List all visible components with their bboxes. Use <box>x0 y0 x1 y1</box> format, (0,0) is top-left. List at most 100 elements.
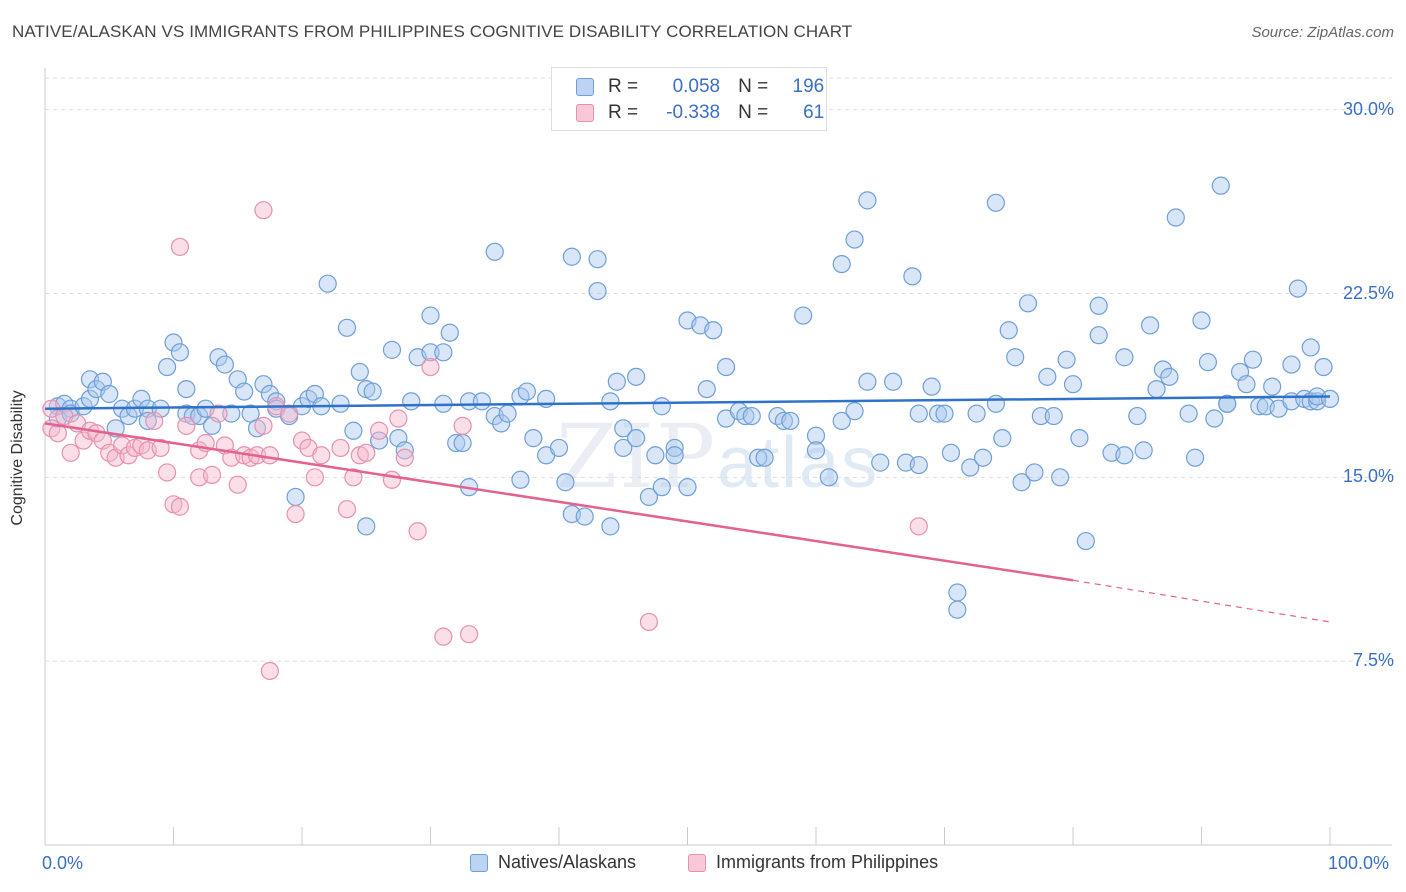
natives-point <box>434 343 453 362</box>
natives-point <box>157 357 177 377</box>
natives-point <box>1153 360 1173 379</box>
natives-point <box>1070 429 1089 448</box>
natives-point <box>819 468 838 487</box>
r-label: R = <box>608 102 639 123</box>
natives-point <box>1051 468 1070 487</box>
natives-point <box>961 458 980 477</box>
philippines-point <box>337 500 357 519</box>
natives-point <box>498 404 517 423</box>
natives-point <box>794 306 813 325</box>
natives-point <box>858 372 877 391</box>
natives-point <box>883 372 903 391</box>
n-label: N = <box>738 76 769 97</box>
natives-point <box>614 419 633 438</box>
natives-point <box>948 600 967 619</box>
natives-point <box>447 433 466 453</box>
natives-point <box>318 274 337 293</box>
natives-point <box>614 438 633 458</box>
natives-point <box>1205 409 1224 428</box>
natives-point <box>286 487 305 507</box>
philippines-point <box>292 431 312 450</box>
x-tick-label-min: 0.0% <box>42 853 84 873</box>
philippines-point <box>331 438 350 458</box>
natives-point <box>1243 350 1263 369</box>
natives-point <box>601 517 620 536</box>
natives-point <box>1301 338 1320 357</box>
philippines-point <box>260 661 279 681</box>
philippines-point <box>389 409 408 428</box>
natives-point <box>1237 375 1256 394</box>
philippines-point <box>421 357 440 377</box>
natives-point <box>1282 355 1301 374</box>
natives-point <box>1076 531 1095 551</box>
natives-point <box>575 507 594 526</box>
natives-point <box>832 411 851 431</box>
y-tick-label: 30.0% <box>1342 98 1394 119</box>
philippines-point <box>260 446 279 465</box>
watermark-atlas: atlas <box>717 423 880 503</box>
natives-point <box>806 441 826 460</box>
philippines-point <box>370 421 389 440</box>
natives-point <box>492 414 511 433</box>
natives-point <box>1115 446 1134 465</box>
natives-point <box>774 411 793 431</box>
natives-point <box>626 429 646 448</box>
natives-point <box>986 193 1006 212</box>
philippines-point <box>177 416 196 435</box>
natives-point <box>485 242 504 261</box>
natives-point <box>1038 367 1057 386</box>
n-label: N = <box>738 102 769 123</box>
philippines-point <box>312 446 331 465</box>
philippines-point <box>639 612 659 632</box>
natives-swatch-icon <box>576 78 594 96</box>
natives-point <box>588 250 607 269</box>
natives-point <box>903 267 922 286</box>
natives-point <box>665 446 684 465</box>
natives-point <box>871 453 890 472</box>
natives-point <box>350 362 369 382</box>
philippines-trend-extension <box>1072 579 1331 623</box>
philippines-legend-label: Immigrants from Philippines <box>716 852 939 872</box>
philippines-point <box>170 497 190 516</box>
natives-point <box>421 343 440 362</box>
natives-point <box>524 429 543 448</box>
axes <box>44 68 1392 846</box>
natives-point <box>909 404 928 423</box>
philippines-point <box>170 237 190 257</box>
natives-point <box>453 433 472 453</box>
natives-point <box>652 478 671 497</box>
philippines-point <box>61 443 80 462</box>
philippines-point <box>145 411 164 431</box>
natives-point <box>1263 377 1282 396</box>
r-label: R = <box>608 76 639 97</box>
philippines-point <box>408 522 427 541</box>
natives-point <box>1134 441 1153 460</box>
natives-point <box>806 426 826 445</box>
natives-point <box>1089 296 1108 315</box>
natives-point <box>370 431 389 450</box>
natives-point <box>1185 448 1205 467</box>
source-credit: Source: ZipAtlas.com <box>1251 24 1394 41</box>
philippines-point <box>202 465 222 484</box>
natives-point <box>845 402 864 421</box>
philippines-point <box>357 443 376 462</box>
natives-point <box>556 473 575 492</box>
x-tick-label-max: 100.0% <box>1328 853 1390 873</box>
natives-point <box>1128 406 1147 426</box>
natives-point <box>1006 348 1025 367</box>
stats-legend-row-philippines: R = -0.338 N = 61 <box>576 101 824 125</box>
natives-point <box>986 394 1006 413</box>
natives-point <box>755 448 774 467</box>
natives-point <box>607 372 626 391</box>
natives-point <box>395 441 414 460</box>
philippines-point <box>459 625 479 644</box>
chart-title: NATIVE/ALASKAN VS IMMIGRANTS FROM PHILIP… <box>12 22 853 41</box>
philippines-point <box>254 416 273 435</box>
natives-point <box>646 446 665 465</box>
natives-point <box>1063 375 1083 394</box>
natives-point <box>74 397 93 416</box>
natives-point <box>402 392 421 411</box>
natives-point <box>382 340 402 359</box>
natives-point <box>928 404 948 423</box>
philippines-point <box>157 463 177 482</box>
